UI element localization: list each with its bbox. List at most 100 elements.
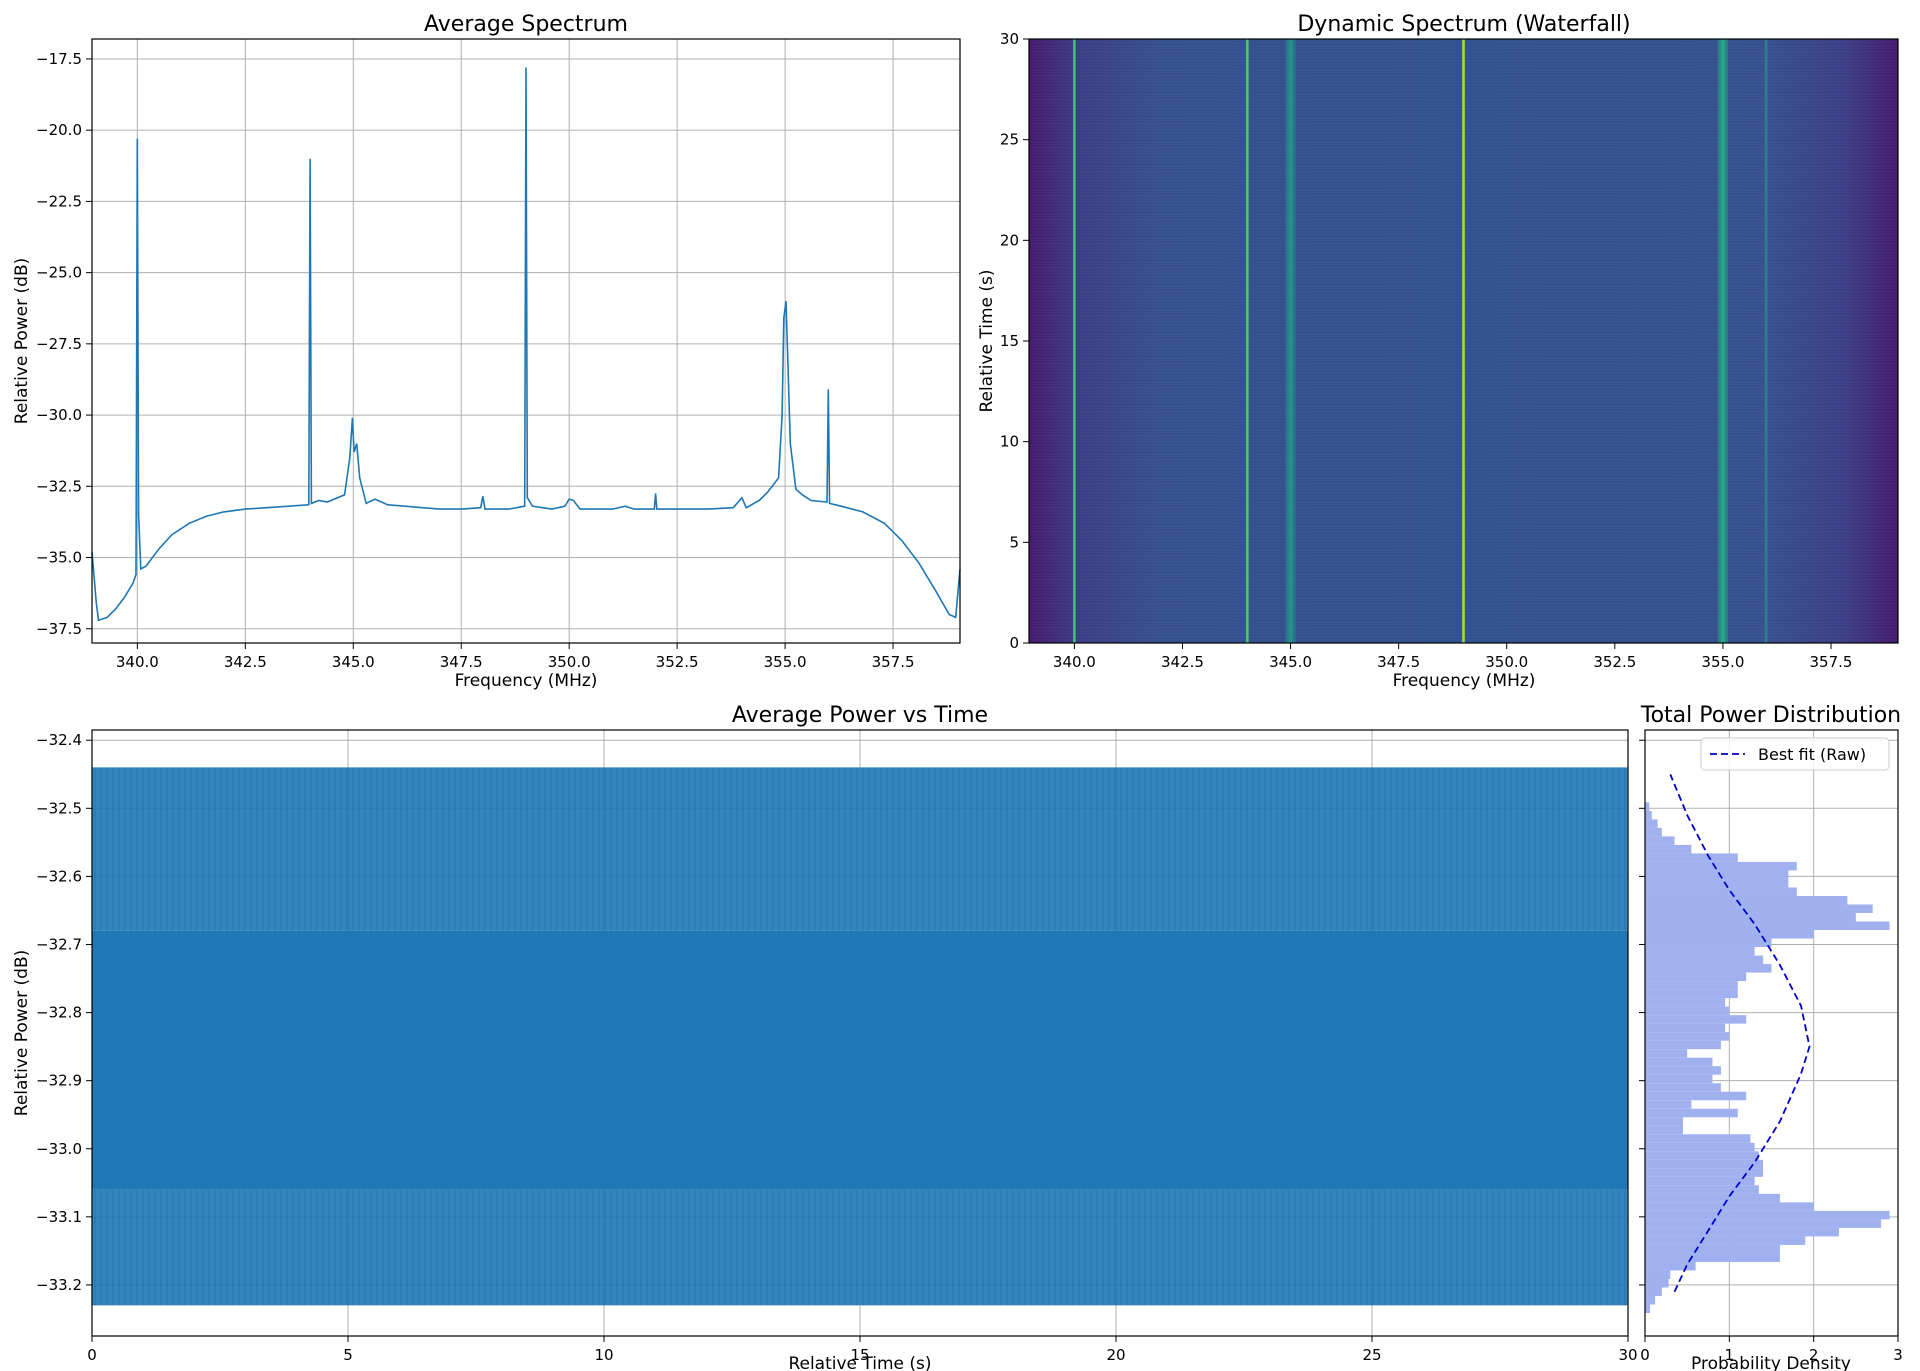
histogram-bar — [1645, 1185, 1759, 1194]
power-distribution-legend: Best fit (Raw) — [1700, 737, 1890, 771]
histogram-bar — [1645, 1236, 1806, 1245]
waterfall-x-tick-label: 357.5 — [1810, 653, 1853, 671]
histogram-bar — [1645, 1210, 1890, 1220]
power-time-y-tick-label: −33.2 — [36, 1276, 82, 1294]
histogram-bar — [1645, 1142, 1755, 1152]
histogram-bar — [1645, 1023, 1726, 1033]
power-time-x-tick-label: 25 — [1362, 1346, 1381, 1364]
histogram-bar — [1645, 1091, 1747, 1101]
histogram-bar — [1645, 1032, 1730, 1041]
histogram-bar — [1645, 1304, 1651, 1314]
histogram-bar — [1645, 878, 1789, 888]
power-distribution-fit-curve — [1669, 773, 1811, 1293]
histogram-bar — [1645, 989, 1738, 999]
waterfall-y-tick-label: 15 — [1000, 332, 1019, 350]
average-spectrum-grid — [92, 39, 960, 643]
waterfall-x-tick-label: 350.0 — [1485, 653, 1528, 671]
waterfall-y-ticks: 0 5 10 15 20 25 30 — [1000, 30, 1029, 652]
waterfall-y-tick-label: 0 — [1009, 634, 1019, 652]
power-distribution-x-tick-label: 1 — [1725, 1346, 1735, 1364]
power-time-x-tick-label: 5 — [343, 1346, 353, 1364]
histogram-bar — [1645, 810, 1652, 820]
histogram-bar — [1645, 1151, 1759, 1160]
power-distribution-x-tick-label: 3 — [1893, 1346, 1903, 1364]
power-distribution-frame — [1644, 729, 1899, 1337]
waterfall-title: Dynamic Spectrum (Waterfall) — [1297, 12, 1630, 37]
average-spectrum-panel: Average Spectrum 340.0 342.5 345.0 347.5 350… — [12, 12, 961, 691]
histogram-bar — [1645, 1066, 1721, 1075]
histogram-bar — [1645, 1227, 1839, 1237]
average-spectrum-title: Average Spectrum — [424, 12, 628, 37]
histogram-bar — [1645, 1100, 1692, 1109]
power-time-y-tick-label: −32.5 — [36, 799, 82, 817]
waterfall-x-tick-label: 347.5 — [1377, 653, 1420, 671]
power-time-y-tick-label: −32.7 — [36, 935, 82, 953]
histogram-bar — [1645, 1125, 1683, 1135]
histogram-bar — [1645, 964, 1772, 973]
average-spectrum-y-tick-label: −32.5 — [36, 477, 82, 495]
legend-fit-label: Best fit (Raw) — [1758, 745, 1866, 764]
histogram-bar — [1645, 1295, 1656, 1305]
power-time-dense-band — [92, 930, 1628, 1190]
power-time-x-ticks: 0 5 10 15 20 25 30 — [87, 1336, 1638, 1364]
average-spectrum-line — [91, 67, 961, 622]
waterfall-x-tick-label: 352.5 — [1593, 653, 1636, 671]
histogram-bar — [1645, 930, 1814, 939]
power-time-x-tick-label: 15 — [850, 1346, 869, 1364]
histogram-bar — [1645, 972, 1747, 982]
power-time-y-tick-label: −33.1 — [36, 1208, 82, 1226]
waterfall-x-tick-label: 355.0 — [1701, 653, 1744, 671]
histogram-bar — [1645, 802, 1650, 811]
waterfall-x-tick-label: 345.0 — [1269, 653, 1312, 671]
power-time-upper-spikes — [91, 767, 1628, 931]
histogram-bar — [1645, 921, 1890, 931]
power-time-panel: Average Power vs Time 0 5 10 15 20 25 30 −32.4… — [12, 703, 1638, 1371]
histogram-bar — [1645, 1287, 1662, 1296]
waterfall-x-label: Frequency (MHz) — [1393, 671, 1536, 691]
waterfall-panel: Dynamic Spectrum (Waterfall) 340.0 342.5 3… — [977, 12, 1899, 691]
histogram-bar — [1645, 1049, 1688, 1058]
average-spectrum-y-tick-label: −27.5 — [36, 335, 82, 353]
histogram-bar — [1645, 1278, 1669, 1288]
histogram-bar — [1645, 870, 1789, 879]
histogram-bar — [1645, 938, 1772, 948]
histogram-bar — [1645, 1134, 1751, 1143]
histogram-bar — [1645, 1083, 1721, 1092]
histogram-bar — [1645, 1015, 1747, 1024]
waterfall-x-tick-label: 340.0 — [1053, 653, 1096, 671]
average-spectrum-y-tick-label: −17.5 — [36, 50, 82, 68]
average-spectrum-frame — [91, 38, 961, 644]
power-time-y-tick-label: −32.4 — [36, 731, 82, 749]
waterfall-y-tick-label: 30 — [1000, 30, 1019, 48]
average-spectrum-x-tick-label: 342.5 — [224, 653, 267, 671]
average-spectrum-x-tick-label: 357.5 — [872, 653, 915, 671]
waterfall-x-tick-label: 342.5 — [1161, 653, 1204, 671]
power-time-series — [91, 767, 1628, 1306]
histogram-bar — [1645, 1176, 1755, 1186]
histogram-bar — [1645, 861, 1797, 871]
histogram-bar — [1645, 853, 1738, 862]
power-distribution-title: Total Power Distribution — [1640, 703, 1901, 728]
waterfall-y-tick-label: 5 — [1009, 533, 1019, 551]
waterfall-y-tick-label: 20 — [1000, 231, 1019, 249]
power-time-x-tick-label: 20 — [1106, 1346, 1125, 1364]
power-time-y-tick-label: −32.6 — [36, 867, 82, 885]
histogram-bar — [1645, 1270, 1671, 1279]
histogram-bar — [1645, 1159, 1764, 1169]
power-time-y-tick-label: −32.9 — [36, 1072, 82, 1090]
histogram-bar — [1645, 998, 1726, 1007]
histogram-bar — [1645, 1244, 1780, 1254]
histogram-bar — [1645, 1202, 1814, 1211]
power-time-y-tick-label: −33.0 — [36, 1140, 82, 1158]
average-spectrum-y-tick-label: −35.0 — [36, 549, 82, 567]
histogram-bar — [1645, 1057, 1713, 1067]
power-distribution-x-label: Probability Density — [1691, 1354, 1851, 1371]
waterfall-signal-lines — [1073, 39, 1768, 643]
histogram-bar — [1645, 1117, 1683, 1126]
power-distribution-y-ticks — [1639, 739, 1645, 1286]
histogram-bar — [1645, 827, 1662, 837]
histogram-bar — [1645, 1219, 1882, 1228]
power-time-lower-spikes — [91, 1189, 1628, 1306]
waterfall-band-core — [1288, 39, 1293, 643]
